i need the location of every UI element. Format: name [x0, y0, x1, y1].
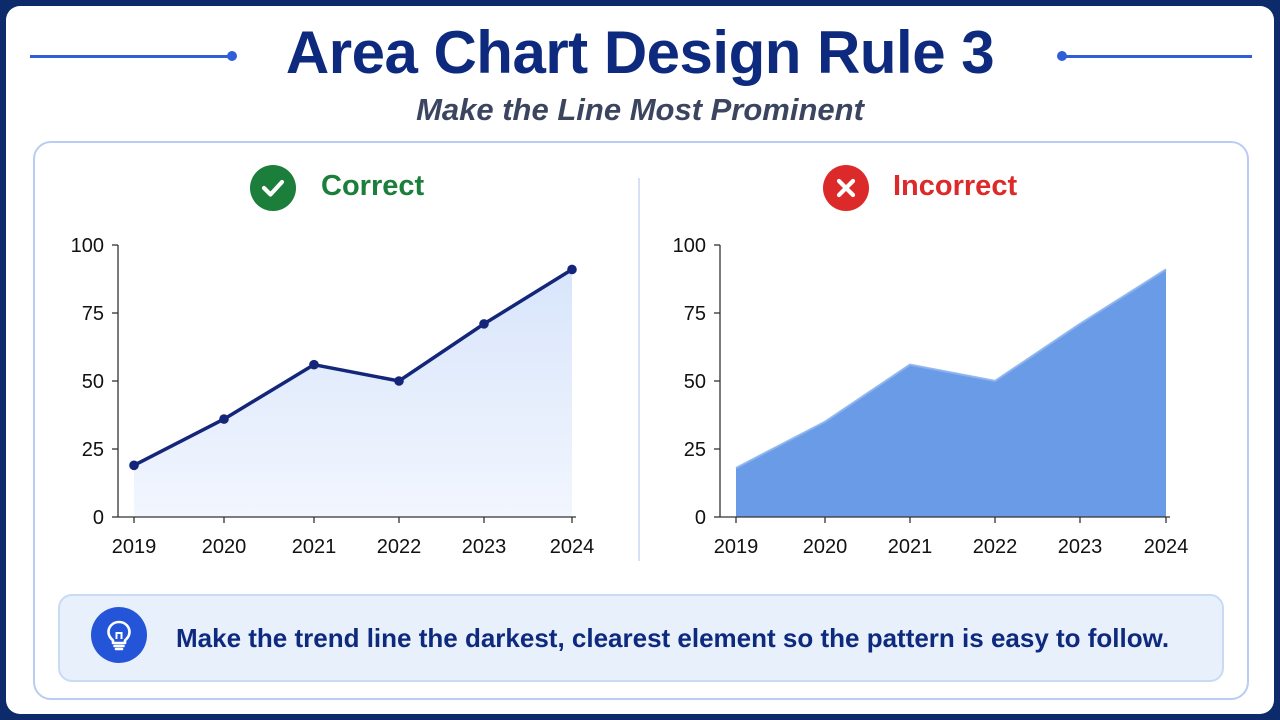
page-title: Area Chart Design Rule 3: [285, 19, 995, 86]
data-point: [309, 359, 319, 370]
x-tick-label: 2023: [462, 536, 507, 558]
title-rule-right-dot: [1057, 51, 1067, 61]
series-line: [735, 268, 1167, 470]
x-circle-icon: [823, 165, 869, 211]
y-tick-label: 0: [93, 507, 104, 529]
x-tick-label: 2024: [550, 536, 595, 558]
area-fill: [736, 269, 1166, 517]
panel-divider: [638, 178, 640, 561]
y-tick-label: 50: [82, 371, 104, 393]
x-tick-label: 2022: [973, 536, 1018, 558]
check-circle-icon: [250, 165, 296, 211]
x-tick-label: 2024: [1144, 536, 1189, 558]
area-fill: [134, 269, 572, 517]
lightbulb-icon: [91, 607, 147, 663]
y-tick-label: 0: [695, 507, 706, 529]
tip-text: Make the trend line the darkest, cleares…: [176, 623, 1170, 653]
y-tick-label: 25: [684, 439, 706, 461]
title-rule-right: [1062, 55, 1252, 58]
x-tick-label: 2020: [803, 536, 848, 558]
y-tick-label: 75: [684, 303, 706, 325]
series-line: [132, 267, 574, 468]
data-point: [479, 319, 489, 329]
data-point: [219, 414, 229, 424]
x-tick-label: 2021: [292, 536, 337, 558]
data-point: [129, 460, 139, 471]
incorrect-heading: Incorrect: [893, 170, 1018, 202]
page-subtitle: Make the Line Most Prominent: [416, 92, 864, 127]
y-tick-label: 50: [684, 371, 706, 393]
data-point: [394, 376, 404, 386]
x-tick-label: 2021: [888, 536, 933, 558]
y-tick-label: 100: [71, 235, 104, 257]
x-tick-label: 2019: [112, 536, 157, 558]
y-tick-label: 25: [82, 439, 104, 461]
title-rule-left-dot: [227, 51, 237, 61]
x-tick-label: 2022: [377, 536, 422, 558]
x-tick-label: 2023: [1058, 536, 1103, 558]
y-tick-label: 75: [82, 303, 104, 325]
y-tick-label: 100: [673, 235, 706, 257]
title-rule-left: [30, 55, 230, 58]
x-tick-label: 2019: [714, 536, 759, 558]
correct-heading: Correct: [321, 170, 425, 202]
data-point: [567, 264, 577, 275]
x-tick-label: 2020: [202, 536, 247, 558]
tip-box: [58, 594, 1224, 682]
